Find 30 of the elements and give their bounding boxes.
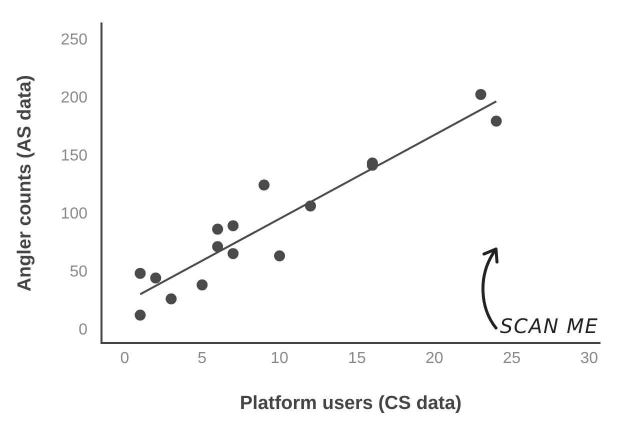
point xyxy=(490,116,502,127)
point xyxy=(212,224,224,235)
point xyxy=(475,88,486,100)
x-axis-title: Platform users (CS data) xyxy=(240,392,462,414)
y-tick-label: 50 xyxy=(70,264,88,281)
x-tick-label: 0 xyxy=(120,350,130,368)
y-axis-title: Angler counts (AS data) xyxy=(14,75,36,292)
x-tick-label: 15 xyxy=(348,350,366,368)
point xyxy=(134,310,146,321)
annotation: SCAN ME xyxy=(500,314,599,338)
point xyxy=(258,180,270,191)
point xyxy=(274,250,286,262)
point xyxy=(228,220,239,232)
y-tick-label: 200 xyxy=(60,89,88,106)
point xyxy=(166,293,177,304)
y-tick-label: 0 xyxy=(78,322,88,339)
point xyxy=(196,279,208,290)
y-tick-label: 150 xyxy=(60,147,88,164)
point xyxy=(134,268,146,279)
point xyxy=(150,272,162,284)
x-tick-label: 10 xyxy=(270,350,289,368)
x-tick-label: 20 xyxy=(425,350,444,368)
x-tick-label: 25 xyxy=(502,350,521,368)
point xyxy=(212,241,224,252)
x-tick-label: 5 xyxy=(198,350,207,368)
point xyxy=(304,200,316,212)
x-tick-label: 30 xyxy=(580,350,598,368)
point xyxy=(228,248,239,260)
y-tick-label: 100 xyxy=(60,205,88,222)
y-tick-label: 250 xyxy=(60,31,88,48)
